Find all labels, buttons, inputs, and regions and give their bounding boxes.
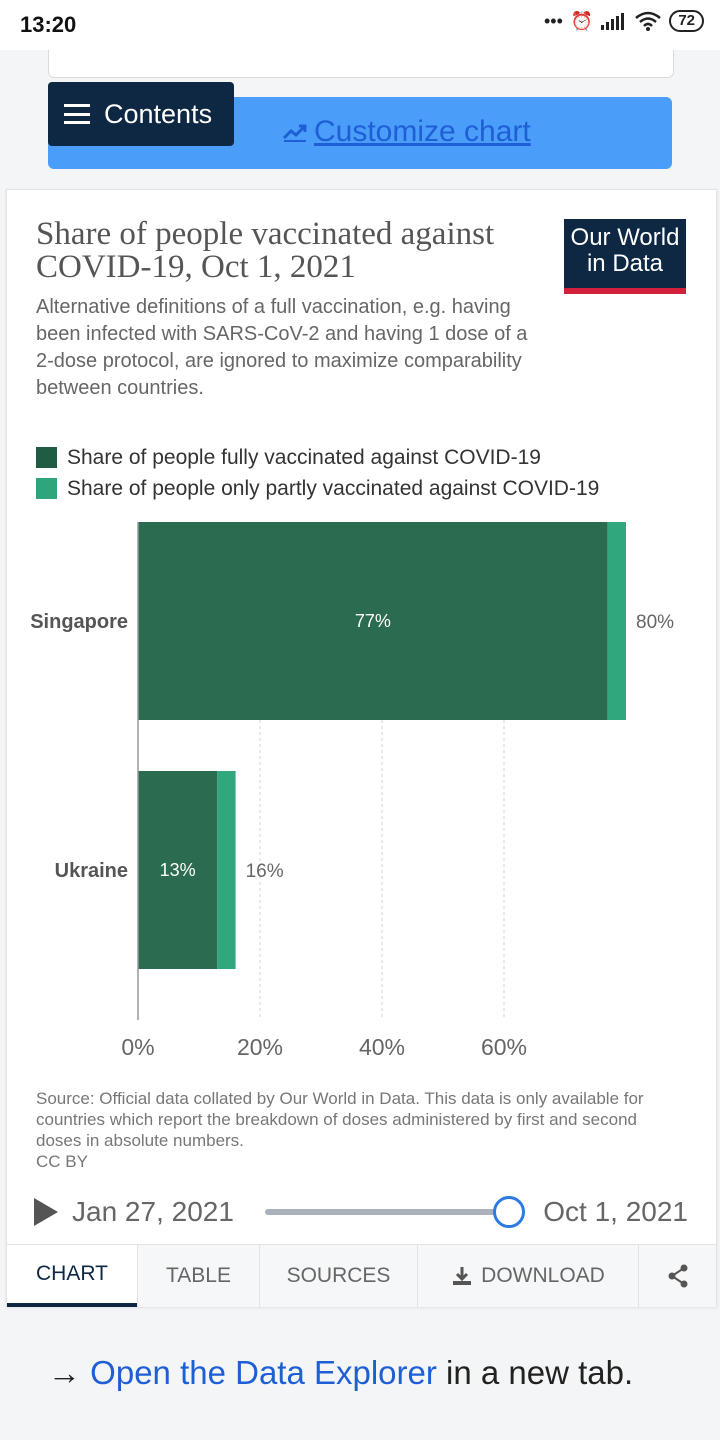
tab-table[interactable]: TABLE <box>137 1245 259 1307</box>
customize-chart-link[interactable]: Customize chart <box>282 115 531 149</box>
tab-chart-label: CHART <box>36 1262 108 1285</box>
license-text: CC BY <box>36 1152 88 1171</box>
status-bar: 13:20 ••• ⏰ 72 <box>0 0 720 50</box>
play-icon[interactable] <box>34 1198 58 1226</box>
tab-download[interactable]: DOWNLOAD <box>417 1245 638 1307</box>
timeline-handle[interactable] <box>493 1196 525 1228</box>
chart-subtitle: Alternative definitions of a full vaccin… <box>36 296 528 399</box>
tab-chart[interactable]: CHART <box>7 1245 137 1307</box>
arrow-icon: → <box>48 1354 81 1391</box>
category-label: Ukraine <box>55 860 128 882</box>
bar-partly <box>217 771 236 969</box>
source-text: Source: Official data collated by Our Wo… <box>36 1089 644 1150</box>
status-time: 13:20 <box>20 12 77 37</box>
status-icons: ••• ⏰ 72 <box>544 10 704 32</box>
x-tick-label: 40% <box>359 1034 405 1060</box>
download-icon <box>453 1267 472 1285</box>
chart-source: Source: Official data collated by Our Wo… <box>36 1088 656 1172</box>
tab-sources-label: SOURCES <box>286 1264 391 1287</box>
legend-swatch-partly <box>36 478 57 499</box>
bar-full <box>138 771 218 969</box>
category-label: Singapore <box>30 611 128 633</box>
battery-indicator: 72 <box>669 10 704 32</box>
logo-line1: Our World <box>570 224 680 251</box>
chart-panel: Share of people vaccinated against COVID… <box>6 189 717 1307</box>
total-label: 80% <box>636 612 674 633</box>
timeline-end-date: Oct 1, 2021 <box>543 1196 688 1227</box>
legend-swatch-full <box>36 447 57 468</box>
legend-item-partly[interactable]: Share of people only partly vaccinated a… <box>36 473 599 504</box>
legend-label-full: Share of people fully vaccinated against… <box>67 445 541 469</box>
tab-sources[interactable]: SOURCES <box>259 1245 417 1307</box>
explorer-paragraph: → Open the Data Explorer in a new tab. <box>48 1345 668 1401</box>
explorer-rest-text: in a new tab. <box>436 1354 634 1391</box>
trend-chart-icon <box>282 124 307 142</box>
hamburger-icon <box>64 104 90 124</box>
data-explorer-link[interactable]: Open the Data Explorer <box>90 1354 437 1391</box>
tab-share[interactable] <box>638 1245 716 1307</box>
timeline-start-date: Jan 27, 2021 <box>72 1196 234 1227</box>
x-tick-label: 20% <box>237 1034 283 1060</box>
data-label: 13% <box>160 860 196 880</box>
total-label: 16% <box>246 861 284 882</box>
timeline-track[interactable] <box>265 1209 509 1215</box>
tab-download-label: DOWNLOAD <box>481 1264 605 1287</box>
tab-table-label: TABLE <box>166 1264 231 1287</box>
customize-chart-label: Customize chart <box>314 115 531 148</box>
contents-label: Contents <box>104 98 213 129</box>
signal-icon <box>601 13 625 30</box>
timeline: Jan 27, 2021 Oct 1, 2021 <box>7 1190 716 1234</box>
bar-partly <box>607 522 626 720</box>
alarm-icon: ⏰ <box>570 10 594 31</box>
bar-full <box>138 522 608 720</box>
share-icon <box>668 1264 687 1288</box>
x-tick-label: 0% <box>121 1034 154 1060</box>
owid-logo[interactable]: Our World in Data <box>564 219 686 294</box>
wifi-icon <box>635 11 662 31</box>
logo-line2: in Data <box>586 250 664 277</box>
chart-title: Share of people vaccinated against COVID… <box>36 216 495 285</box>
chart-tabs: CHART TABLE SOURCES DOWNLOAD <box>7 1244 716 1307</box>
chart-legend: Share of people fully vaccinated against… <box>36 442 599 504</box>
contents-button[interactable]: Contents <box>48 82 234 146</box>
more-dots-icon: ••• <box>543 10 563 31</box>
legend-label-partly: Share of people only partly vaccinated a… <box>67 476 600 500</box>
legend-item-full[interactable]: Share of people fully vaccinated against… <box>36 442 599 473</box>
x-tick-label: 60% <box>481 1034 527 1060</box>
bar-chart: 0% 20% 40% 60% Singapore 77% 80% Ukraine 13% 16% <box>30 522 674 1060</box>
data-label: 77% <box>355 611 391 631</box>
